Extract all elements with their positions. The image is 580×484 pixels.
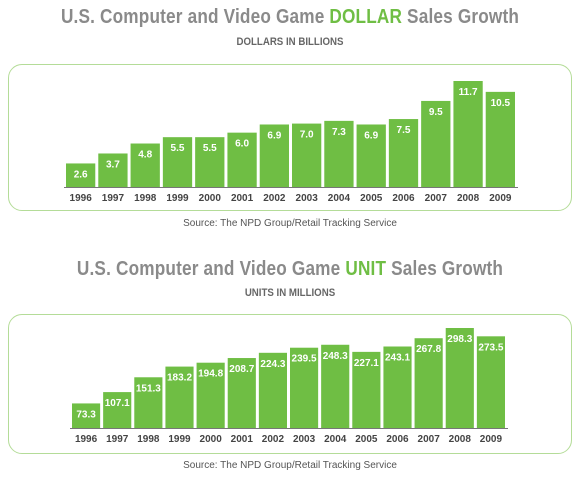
dollar-bar-1999	[162, 137, 193, 187]
dollar-value-label-2006: 7.5	[397, 125, 411, 136]
dollar-bar-1998	[130, 143, 160, 187]
unit-chart-subtitle: UNITS IN MILLIONS	[244, 287, 336, 299]
dollar-title-highlight: DOLLAR	[329, 6, 403, 28]
dollar-x-tick-2002: 2002	[263, 193, 286, 204]
dollar-x-tick-2006: 2006	[392, 193, 415, 204]
dollar-x-tick-1996: 1996	[70, 193, 93, 204]
unit-title-prefix: U.S. Computer and Video Game	[76, 258, 346, 280]
dollar-value-label-2003: 7.0	[300, 130, 314, 141]
dollar-bar-2001	[227, 132, 257, 187]
dollar-value-label-2008: 11.7	[459, 87, 478, 98]
dollar-bar-2004	[324, 120, 354, 187]
dollar-x-tick-2007: 2007	[425, 193, 448, 204]
dollar-value-label-1998: 4.8	[138, 150, 152, 161]
dollar-x-tick-2008: 2008	[457, 193, 480, 204]
dollar-chart-source: Source: The NPD Group/Retail Tracking Se…	[183, 218, 397, 229]
dollar-value-label-2009: 10.5	[491, 98, 511, 109]
dollar-x-tick-2009: 2009	[489, 193, 512, 204]
dollar-value-label-2000: 5.5	[203, 143, 217, 154]
unit-title-suffix: Sales Growth	[386, 258, 504, 280]
dollar-bar-2005	[356, 124, 386, 187]
dollar-bar-2007	[421, 100, 451, 187]
dollar-chart-subtitle: DOLLARS IN BILLIONS	[236, 36, 344, 48]
unit-chart-source: Source: The NPD Group/Retail Tracking Se…	[183, 460, 397, 471]
dollar-x-tick-2001: 2001	[231, 193, 254, 204]
dollar-bar-2003	[292, 123, 322, 187]
dollar-value-label-1999: 5.5	[171, 143, 185, 154]
dollar-title-suffix: Sales Growth	[402, 6, 520, 28]
dollar-bar-2006	[388, 119, 419, 187]
dollar-x-tick-1999: 1999	[166, 193, 189, 204]
dollar-value-label-1997: 3.7	[106, 159, 120, 170]
dollar-bar-2009	[485, 91, 515, 187]
unit-title-highlight: UNIT	[345, 258, 387, 280]
dollar-x-tick-2004: 2004	[328, 193, 351, 204]
unit-chart-title: U.S. Computer and Video Game UNIT Sales …	[41, 258, 540, 281]
dollar-bar-1997	[98, 153, 128, 187]
dollar-value-label-1996: 2.6	[74, 169, 88, 180]
dollar-bar-2002	[259, 124, 289, 187]
dollar-chart-title: U.S. Computer and Video Game DOLLAR Sale…	[41, 6, 540, 29]
dollar-bar-2000	[195, 137, 225, 187]
dollar-x-tick-2005: 2005	[360, 193, 383, 204]
dollar-title-prefix: U.S. Computer and Video Game	[60, 6, 330, 28]
dollar-x-tick-1998: 1998	[134, 193, 157, 204]
dollar-bar-1996	[66, 163, 96, 187]
dollar-value-label-2007: 9.5	[429, 107, 443, 118]
dollar-x-tick-2000: 2000	[199, 193, 222, 204]
dollar-value-label-2002: 6.9	[267, 130, 281, 141]
dollar-value-label-2004: 7.3	[332, 127, 346, 138]
dollar-x-tick-2003: 2003	[296, 193, 319, 204]
unit-chart-panel	[8, 314, 572, 454]
dollar-x-tick-1997: 1997	[102, 193, 125, 204]
dollar-bar-2008	[453, 81, 483, 187]
dollar-value-label-2005: 6.9	[364, 130, 378, 141]
dollar-value-label-2001: 6.0	[235, 139, 249, 150]
